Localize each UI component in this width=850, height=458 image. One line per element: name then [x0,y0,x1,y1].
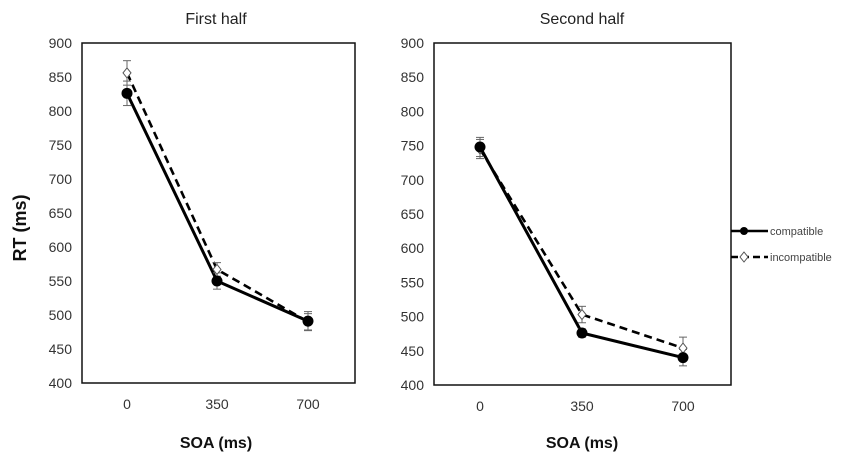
series-line-incompatible [125,72,309,323]
x-tick-label: 700 [296,396,320,412]
y-tick-label: 500 [401,309,425,325]
data-point-compatible [211,275,223,287]
y-tick-label: 750 [401,138,425,154]
chart-first-half: First half SOA (ms) 400 450 500 550 600 650 70… [49,11,356,452]
y-tick-label: 400 [401,377,425,393]
y-tick-label: 900 [401,35,425,51]
y-tick-label: 650 [401,206,425,222]
data-point-compatible [677,352,689,364]
y-tick-label: 400 [49,375,73,391]
y-tick-label: 850 [49,69,73,85]
data-point-incompatible [577,308,587,321]
y-axis-title: RT (ms) [10,194,30,261]
data-point-incompatible [122,67,132,79]
data-point-compatible [474,141,486,153]
series-line-compatible [478,146,684,360]
y-tick-label: 800 [49,103,73,119]
legend-label-incompatible: incompatible [770,252,832,264]
x-tick-label: 700 [671,398,695,414]
data-point-compatible [576,327,588,339]
data-point-compatible [302,315,314,327]
series-line-incompatible [478,148,684,350]
legend-marker-incompatible [739,251,749,263]
x-axis-title-first-half: SOA (ms) [180,435,252,452]
data-point-compatible [121,87,133,99]
x-tick-label: 0 [476,398,484,414]
chart-title-first-half: First half [185,11,247,28]
y-tick-label: 650 [49,205,73,221]
y-tick-label: 450 [401,343,425,359]
y-tick-label: 500 [49,307,73,323]
legend-marker-compatible [740,227,748,235]
y-tick-label: 450 [49,341,73,357]
legend: compatible incompatible [731,226,832,264]
y-tick-label: 700 [401,172,425,188]
y-tick-label: 900 [49,35,73,51]
x-tick-label: 350 [205,396,229,412]
x-tick-label: 0 [123,396,131,412]
x-tick-label: 350 [570,398,594,414]
y-tick-label: 550 [49,273,73,289]
y-tick-label: 800 [401,103,425,119]
y-tick-label: 550 [401,274,425,290]
plot-frame-first-half [81,42,356,384]
chart-title-second-half: Second half [540,11,625,28]
data-point-incompatible [678,342,688,354]
data-point-incompatible [212,263,222,276]
plot-frame-second-half [433,42,732,386]
x-axis-title-second-half: SOA (ms) [546,435,618,452]
y-tick-label: 850 [401,69,425,85]
y-tick-label: 600 [401,240,425,256]
y-tick-label: 750 [49,137,73,153]
legend-label-compatible: compatible [770,226,823,238]
y-tick-label: 700 [49,171,73,187]
chart-second-half: Second half SOA (ms) 400 450 500 550 600 650 7… [401,11,732,452]
y-tick-label: 600 [49,239,73,255]
